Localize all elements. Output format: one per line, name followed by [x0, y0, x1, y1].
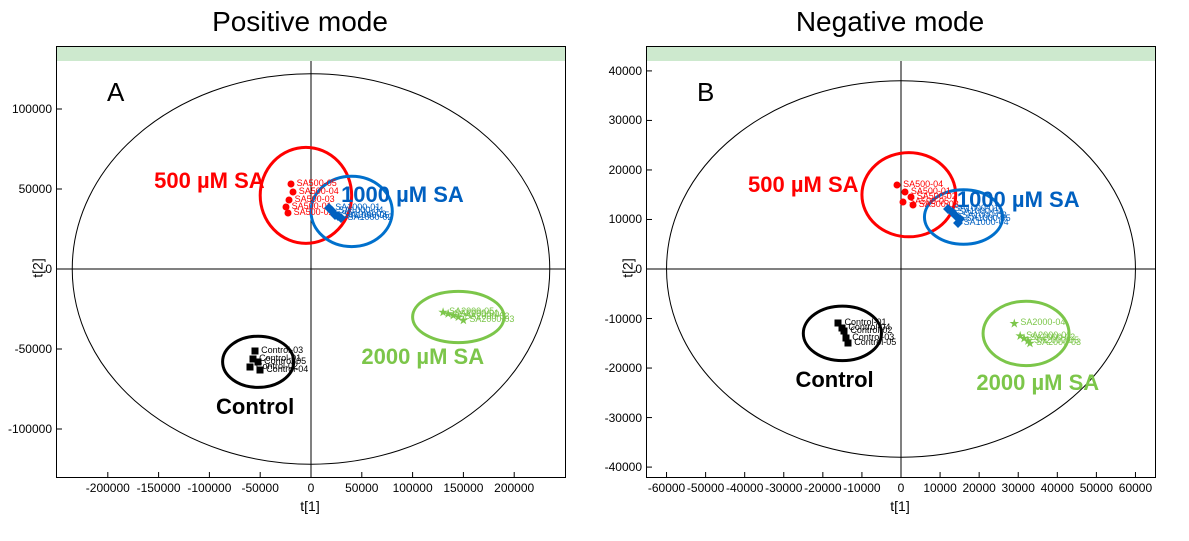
- y-tick-label: 10000: [592, 212, 642, 226]
- y-tick-label: -30000: [592, 411, 642, 425]
- group-label-control: Control: [216, 394, 294, 420]
- data-point: [894, 181, 901, 188]
- x-tick-label: -150000: [137, 481, 181, 495]
- data-point: [841, 327, 848, 334]
- data-point-label: SA2000-03: [469, 315, 514, 324]
- x-tick-label: 0: [308, 481, 315, 495]
- y-tick-label: -20000: [592, 361, 642, 375]
- data-point: [247, 363, 254, 370]
- group-label-1000-m-sa: 1000 µM SA: [957, 187, 1080, 213]
- y-tick-label: 100000: [2, 102, 52, 116]
- data-point: [899, 199, 906, 206]
- group-label-500-m-sa: 500 µM SA: [748, 172, 859, 198]
- y-tick-label: 20000: [592, 163, 642, 177]
- panel-title: Positive mode: [20, 6, 580, 38]
- data-point-label: SA1000-04: [964, 218, 1009, 227]
- data-point: [909, 201, 916, 208]
- data-point: [252, 347, 259, 354]
- data-point-label: SA2000-04: [1020, 318, 1065, 327]
- x-axis-label: t[1]: [646, 498, 1154, 539]
- group-label-2000-m-sa: 2000 µM SA: [976, 370, 1099, 396]
- group-label-2000-m-sa: 2000 µM SA: [361, 344, 484, 370]
- group-label-control: Control: [795, 367, 873, 393]
- y-tick-label: -100000: [2, 422, 52, 436]
- x-tick-label: 200000: [494, 481, 534, 495]
- data-point-label: Control-05: [854, 338, 896, 347]
- x-tick-label: 50000: [1080, 481, 1113, 495]
- group-label-500-m-sa: 500 µM SA: [154, 168, 265, 194]
- x-tick-label: 0: [898, 481, 905, 495]
- x-tick-label: 150000: [443, 481, 483, 495]
- data-point: [257, 366, 264, 373]
- plot-frame: B-60000-50000-40000-30000-20000-10000010…: [646, 46, 1156, 478]
- y-tick-label: -40000: [592, 460, 642, 474]
- x-tick-label: 60000: [1119, 481, 1152, 495]
- panel-letter: B: [697, 77, 714, 108]
- x-tick-label: 100000: [393, 481, 433, 495]
- y-axis-label: t[2]: [30, 258, 46, 277]
- x-tick-label: -200000: [86, 481, 130, 495]
- x-tick-label: -100000: [187, 481, 231, 495]
- plot-svg: [647, 61, 1155, 477]
- x-tick-label: 10000: [923, 481, 956, 495]
- plot-frame: A-200000-150000-100000-50000050000100000…: [56, 46, 566, 478]
- data-point-label: SA1000-02: [347, 213, 392, 222]
- data-point: [287, 181, 294, 188]
- plot-svg: [57, 61, 565, 477]
- panel-B: Negative modeB-60000-50000-40000-30000-2…: [610, 0, 1170, 541]
- x-tick-label: 50000: [345, 481, 378, 495]
- x-axis-label: t[1]: [56, 498, 564, 539]
- x-tick-label: 20000: [962, 481, 995, 495]
- x-tick-label: 30000: [1002, 481, 1035, 495]
- data-point-label: Control-04: [266, 365, 308, 374]
- x-tick-label: -10000: [843, 481, 880, 495]
- y-tick-label: -50000: [2, 342, 52, 356]
- y-tick-label: 40000: [592, 64, 642, 78]
- y-tick-label: -10000: [592, 312, 642, 326]
- panel-A: Positive modeA-200000-150000-100000-5000…: [20, 0, 580, 541]
- x-tick-label: -50000: [687, 481, 724, 495]
- group-label-1000-m-sa: 1000 µM SA: [341, 182, 464, 208]
- x-tick-label: -50000: [242, 481, 279, 495]
- plot-area: A-200000-150000-100000-50000050000100000…: [57, 61, 565, 477]
- x-tick-label: 40000: [1041, 481, 1074, 495]
- x-tick-label: -60000: [648, 481, 685, 495]
- y-axis-label: t[2]: [620, 258, 636, 277]
- plot-area: B-60000-50000-40000-30000-20000-10000010…: [647, 61, 1155, 477]
- panel-letter: A: [107, 77, 124, 108]
- y-tick-label: 50000: [2, 182, 52, 196]
- x-tick-label: -20000: [804, 481, 841, 495]
- panel-title: Negative mode: [610, 6, 1170, 38]
- x-tick-label: -40000: [726, 481, 763, 495]
- data-point: [845, 340, 852, 347]
- data-point: [284, 210, 291, 217]
- y-tick-label: 30000: [592, 113, 642, 127]
- x-tick-label: -30000: [765, 481, 802, 495]
- data-point-label: SA2000-03: [1036, 338, 1081, 347]
